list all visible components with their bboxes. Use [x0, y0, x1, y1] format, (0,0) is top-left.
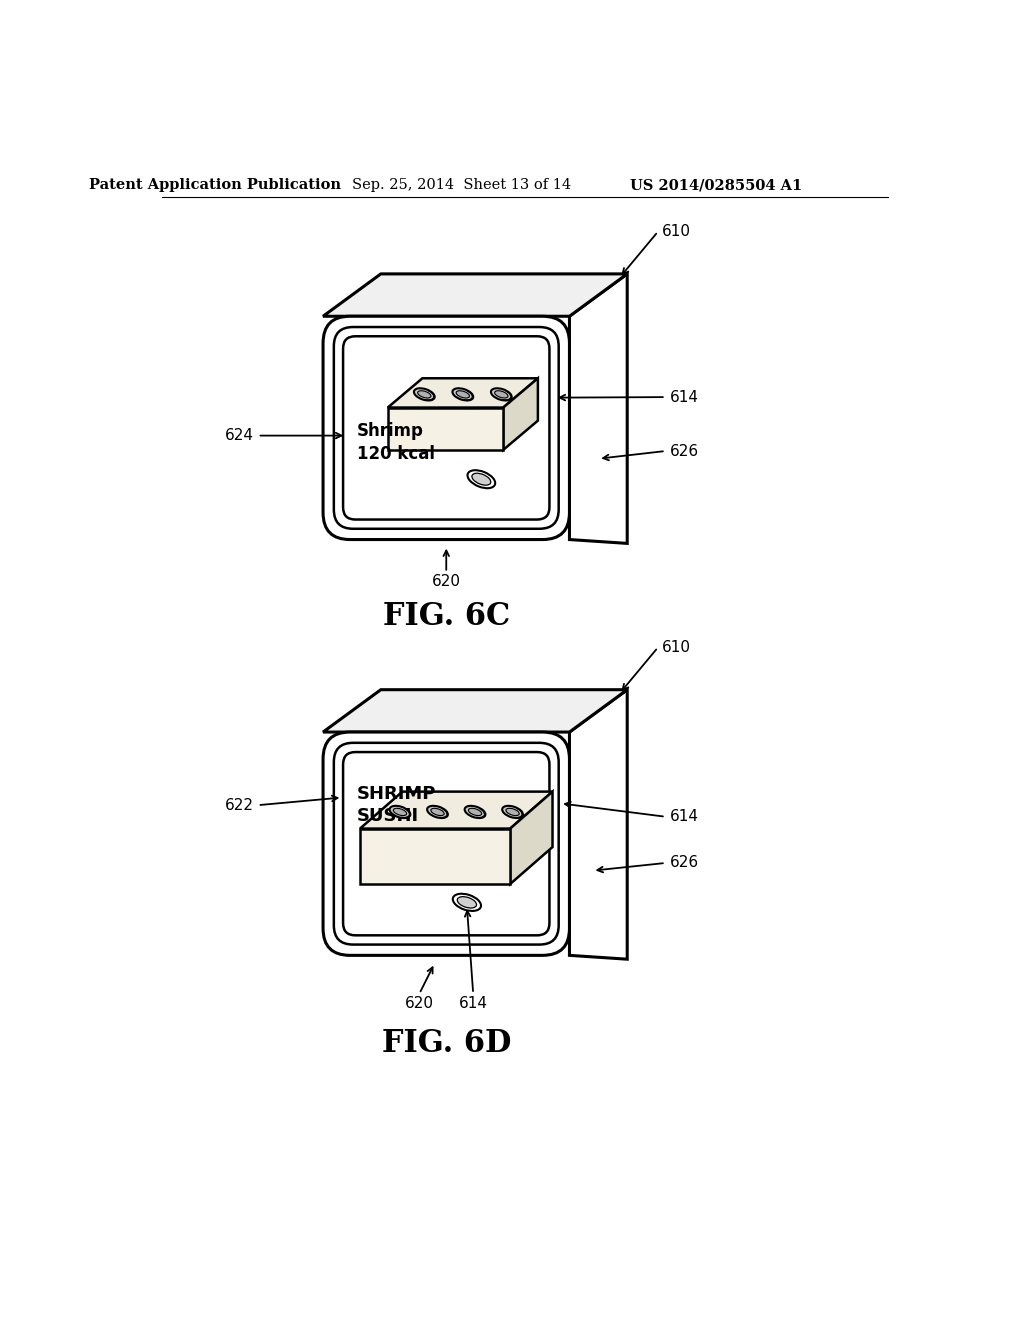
Text: Sep. 25, 2014  Sheet 13 of 14: Sep. 25, 2014 Sheet 13 of 14 — [352, 178, 571, 193]
Polygon shape — [569, 275, 628, 544]
Ellipse shape — [453, 894, 481, 911]
Polygon shape — [323, 689, 628, 733]
Polygon shape — [510, 792, 553, 884]
Text: 622: 622 — [224, 797, 254, 813]
Ellipse shape — [468, 470, 496, 488]
Ellipse shape — [456, 391, 469, 399]
Polygon shape — [360, 829, 510, 884]
Polygon shape — [569, 689, 628, 960]
Ellipse shape — [389, 805, 411, 818]
Polygon shape — [503, 379, 538, 450]
Ellipse shape — [465, 805, 485, 818]
Ellipse shape — [490, 388, 512, 400]
Ellipse shape — [418, 391, 431, 399]
Text: 626: 626 — [670, 855, 698, 870]
Text: 610: 610 — [662, 640, 691, 655]
Text: 614: 614 — [670, 809, 698, 824]
Ellipse shape — [472, 474, 490, 486]
Ellipse shape — [453, 388, 473, 400]
Polygon shape — [388, 408, 503, 450]
Ellipse shape — [427, 805, 447, 818]
Polygon shape — [388, 379, 538, 408]
Text: Patent Application Publication: Patent Application Publication — [89, 178, 341, 193]
Ellipse shape — [431, 808, 444, 816]
Ellipse shape — [506, 808, 519, 816]
Ellipse shape — [502, 805, 523, 818]
FancyBboxPatch shape — [343, 752, 550, 936]
Ellipse shape — [495, 391, 508, 399]
Text: 614: 614 — [459, 995, 487, 1011]
Polygon shape — [360, 792, 553, 829]
Text: FIG. 6D: FIG. 6D — [382, 1028, 511, 1060]
Polygon shape — [323, 275, 628, 317]
FancyBboxPatch shape — [323, 317, 569, 540]
Text: 614: 614 — [670, 389, 698, 405]
FancyBboxPatch shape — [323, 733, 569, 956]
Ellipse shape — [393, 808, 407, 816]
Text: US 2014/0285504 A1: US 2014/0285504 A1 — [630, 178, 802, 193]
Ellipse shape — [468, 808, 481, 816]
Text: 624: 624 — [224, 428, 254, 444]
FancyBboxPatch shape — [343, 337, 550, 520]
Ellipse shape — [414, 388, 435, 400]
Text: 620: 620 — [404, 995, 434, 1011]
Text: 610: 610 — [662, 224, 691, 239]
Text: SHRIMP
SUSHI: SHRIMP SUSHI — [357, 785, 436, 825]
Text: FIG. 6C: FIG. 6C — [383, 601, 510, 632]
Text: 620: 620 — [432, 574, 461, 590]
Text: 626: 626 — [670, 444, 698, 458]
Text: Shrimp
120 kcal: Shrimp 120 kcal — [357, 422, 435, 463]
Ellipse shape — [458, 896, 476, 908]
